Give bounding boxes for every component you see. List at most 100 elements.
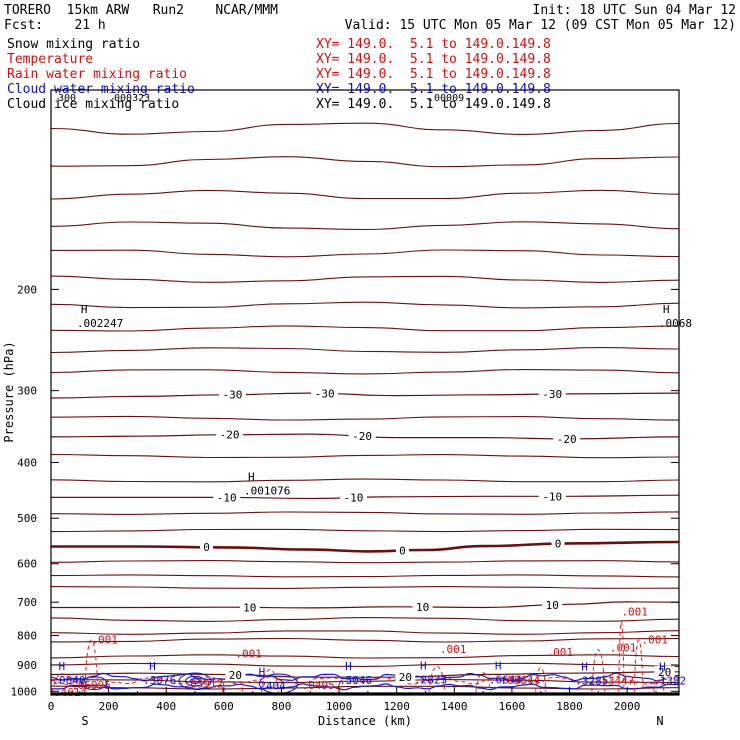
header-line1-left: TORERO 15km ARW Run2 NCAR/MMM xyxy=(4,3,278,18)
isotherm-line-unlabeled xyxy=(50,560,680,564)
header-line2-left: Fcst: 21 h xyxy=(4,18,106,33)
isotherm-line--30 xyxy=(50,392,680,399)
rain-water-label: .04952 xyxy=(302,679,342,692)
isotherm-line-unlabeled xyxy=(50,415,680,421)
cloud-water-label: .6644 xyxy=(489,673,522,686)
y-tick-label: 200 xyxy=(17,283,37,296)
header-line1-right: Init: 18 UTC Sun 04 Mar 12 xyxy=(532,3,737,18)
north-end-label: N xyxy=(656,714,663,728)
isotherm-label: 20 xyxy=(658,666,671,679)
rain-water-contour-band xyxy=(50,676,680,685)
isotherm-label: -30 xyxy=(542,388,562,401)
isotherm-line-10 xyxy=(51,601,680,609)
cloud-water-label: .0040 xyxy=(52,674,85,687)
rain-water-label: .3447 xyxy=(601,675,634,688)
cloud-water-label: .3285 xyxy=(575,675,608,688)
isotherm-label: 10 xyxy=(243,601,256,614)
isotherm-line-unlabeled xyxy=(50,679,680,684)
isotherm-line-unlabeled xyxy=(50,617,680,622)
y-tick-label: 800 xyxy=(17,630,37,643)
isotherm-line-unlabeled xyxy=(50,122,680,135)
y-tick-label: 400 xyxy=(17,456,37,469)
isotherm-label-gap xyxy=(538,388,566,401)
rain-water-label: .001 xyxy=(621,606,648,619)
plot-frame xyxy=(50,89,680,696)
isotherm-lines xyxy=(50,122,680,690)
isotherm-label-gap xyxy=(213,491,241,504)
isotherm-label-gap xyxy=(553,432,581,445)
isotherm-line-unlabeled xyxy=(50,630,680,635)
cloud-water-contours xyxy=(50,672,680,694)
isotherm-label: 20 xyxy=(399,671,412,684)
isotherm-label: 10 xyxy=(546,599,559,612)
cloud-water-label: .2823 xyxy=(414,673,447,686)
isotherm-label: -10 xyxy=(542,490,562,503)
rain-water-contour xyxy=(51,673,74,692)
rain-water-label: .001 xyxy=(91,633,118,646)
cloud-water-closed-contour xyxy=(178,672,212,690)
cloud-water-label: .1382 xyxy=(653,675,686,688)
top-annotation: 300 xyxy=(58,93,76,104)
isotherm-label-gap xyxy=(412,601,433,614)
rain-water-label: .001 xyxy=(546,646,573,659)
rain-water-contour xyxy=(84,639,99,692)
south-end-label: S xyxy=(81,714,88,728)
x-tick-label: 400 xyxy=(156,700,176,713)
rain-water-contour xyxy=(428,666,446,692)
legend-cloud-ice-label: Cloud ice mixing ratio xyxy=(7,97,180,112)
x-tick-label: 200 xyxy=(99,700,119,713)
y-tick-label: 900 xyxy=(17,659,37,672)
rain-water-label: .001 xyxy=(235,648,262,661)
snow-high-label: .0068 xyxy=(659,317,692,330)
isotherm-line-0 xyxy=(51,540,680,553)
rain-water-contour xyxy=(475,672,491,692)
isotherm-label-gap xyxy=(218,388,246,401)
cloud-water-closed-contour xyxy=(184,675,206,687)
isotherm-label-gap xyxy=(395,544,409,557)
rain-water-label: .03912 xyxy=(184,678,224,691)
isotherm-label-gap xyxy=(311,387,339,400)
cloud-water-closed-contour xyxy=(80,676,108,691)
isotherm-label-gap xyxy=(239,601,260,614)
snow-high-marker: H xyxy=(81,303,88,316)
isotherm-label-gap xyxy=(216,428,244,441)
legend-rain-label: Rain water mixing ratio xyxy=(7,67,188,82)
x-axis-label: Distance (km) xyxy=(318,714,412,728)
header-line2-right: Valid: 15 UTC Mon 05 Mar 12 (09 CST Mon … xyxy=(344,18,736,33)
cloud-water-high-marker: H xyxy=(345,660,352,673)
isotherm-label: -20 xyxy=(557,433,577,446)
legend-temperature-label: Temperature xyxy=(7,52,94,67)
isotherm-line-unlabeled xyxy=(50,478,680,483)
x-tick-label: 1200 xyxy=(383,700,410,713)
top-annotation: .00009 xyxy=(428,93,464,104)
isotherm-line-unlabeled xyxy=(50,662,680,667)
x-tick-label: 1800 xyxy=(556,700,583,713)
isotherm-label-gap xyxy=(395,670,416,683)
snow-high-label: .001076 xyxy=(244,485,290,498)
isotherm-line-unlabeled xyxy=(50,347,680,354)
snow-high-marker: H xyxy=(248,471,255,484)
isotherm-line-unlabeled xyxy=(50,189,680,200)
contour-labels: -30 -30 -30 -20 -20 -20 -10 -10 -10 0 0 0 10 10 10 20 20… xyxy=(52,93,692,699)
isotherm-label-gap xyxy=(339,491,367,504)
x-tick-label: 0 xyxy=(48,700,55,713)
rain-water-label: .001 xyxy=(440,643,467,656)
legend-temperature-xy: XY= 149.0. 5.1 to 149.0.149.8 xyxy=(316,52,551,67)
isotherm-label: -10 xyxy=(344,492,364,505)
isotherm-label-gap xyxy=(538,490,566,503)
isotherm-line-unlabeled xyxy=(50,574,680,578)
isotherm-label-gap xyxy=(654,665,675,678)
cloud-water-label: .3076 xyxy=(143,674,176,687)
isotherm-label: 0 xyxy=(399,545,406,558)
cloud-water-high-marker: H xyxy=(420,659,427,672)
cloud-water-closed-contour xyxy=(189,678,201,685)
x-tick-label: 1600 xyxy=(499,700,526,713)
isotherm-line-unlabeled xyxy=(50,654,680,659)
cloud-water-high-marker: H xyxy=(149,660,156,673)
isotherm-line-unlabeled xyxy=(50,221,680,231)
snow-high-marker: H xyxy=(663,303,670,316)
y-tick-label: 700 xyxy=(17,596,37,609)
snow-high-label: .002247 xyxy=(77,317,123,330)
rain-water-label: .001 xyxy=(642,633,669,646)
cloud-water-high-marker: H xyxy=(58,660,65,673)
